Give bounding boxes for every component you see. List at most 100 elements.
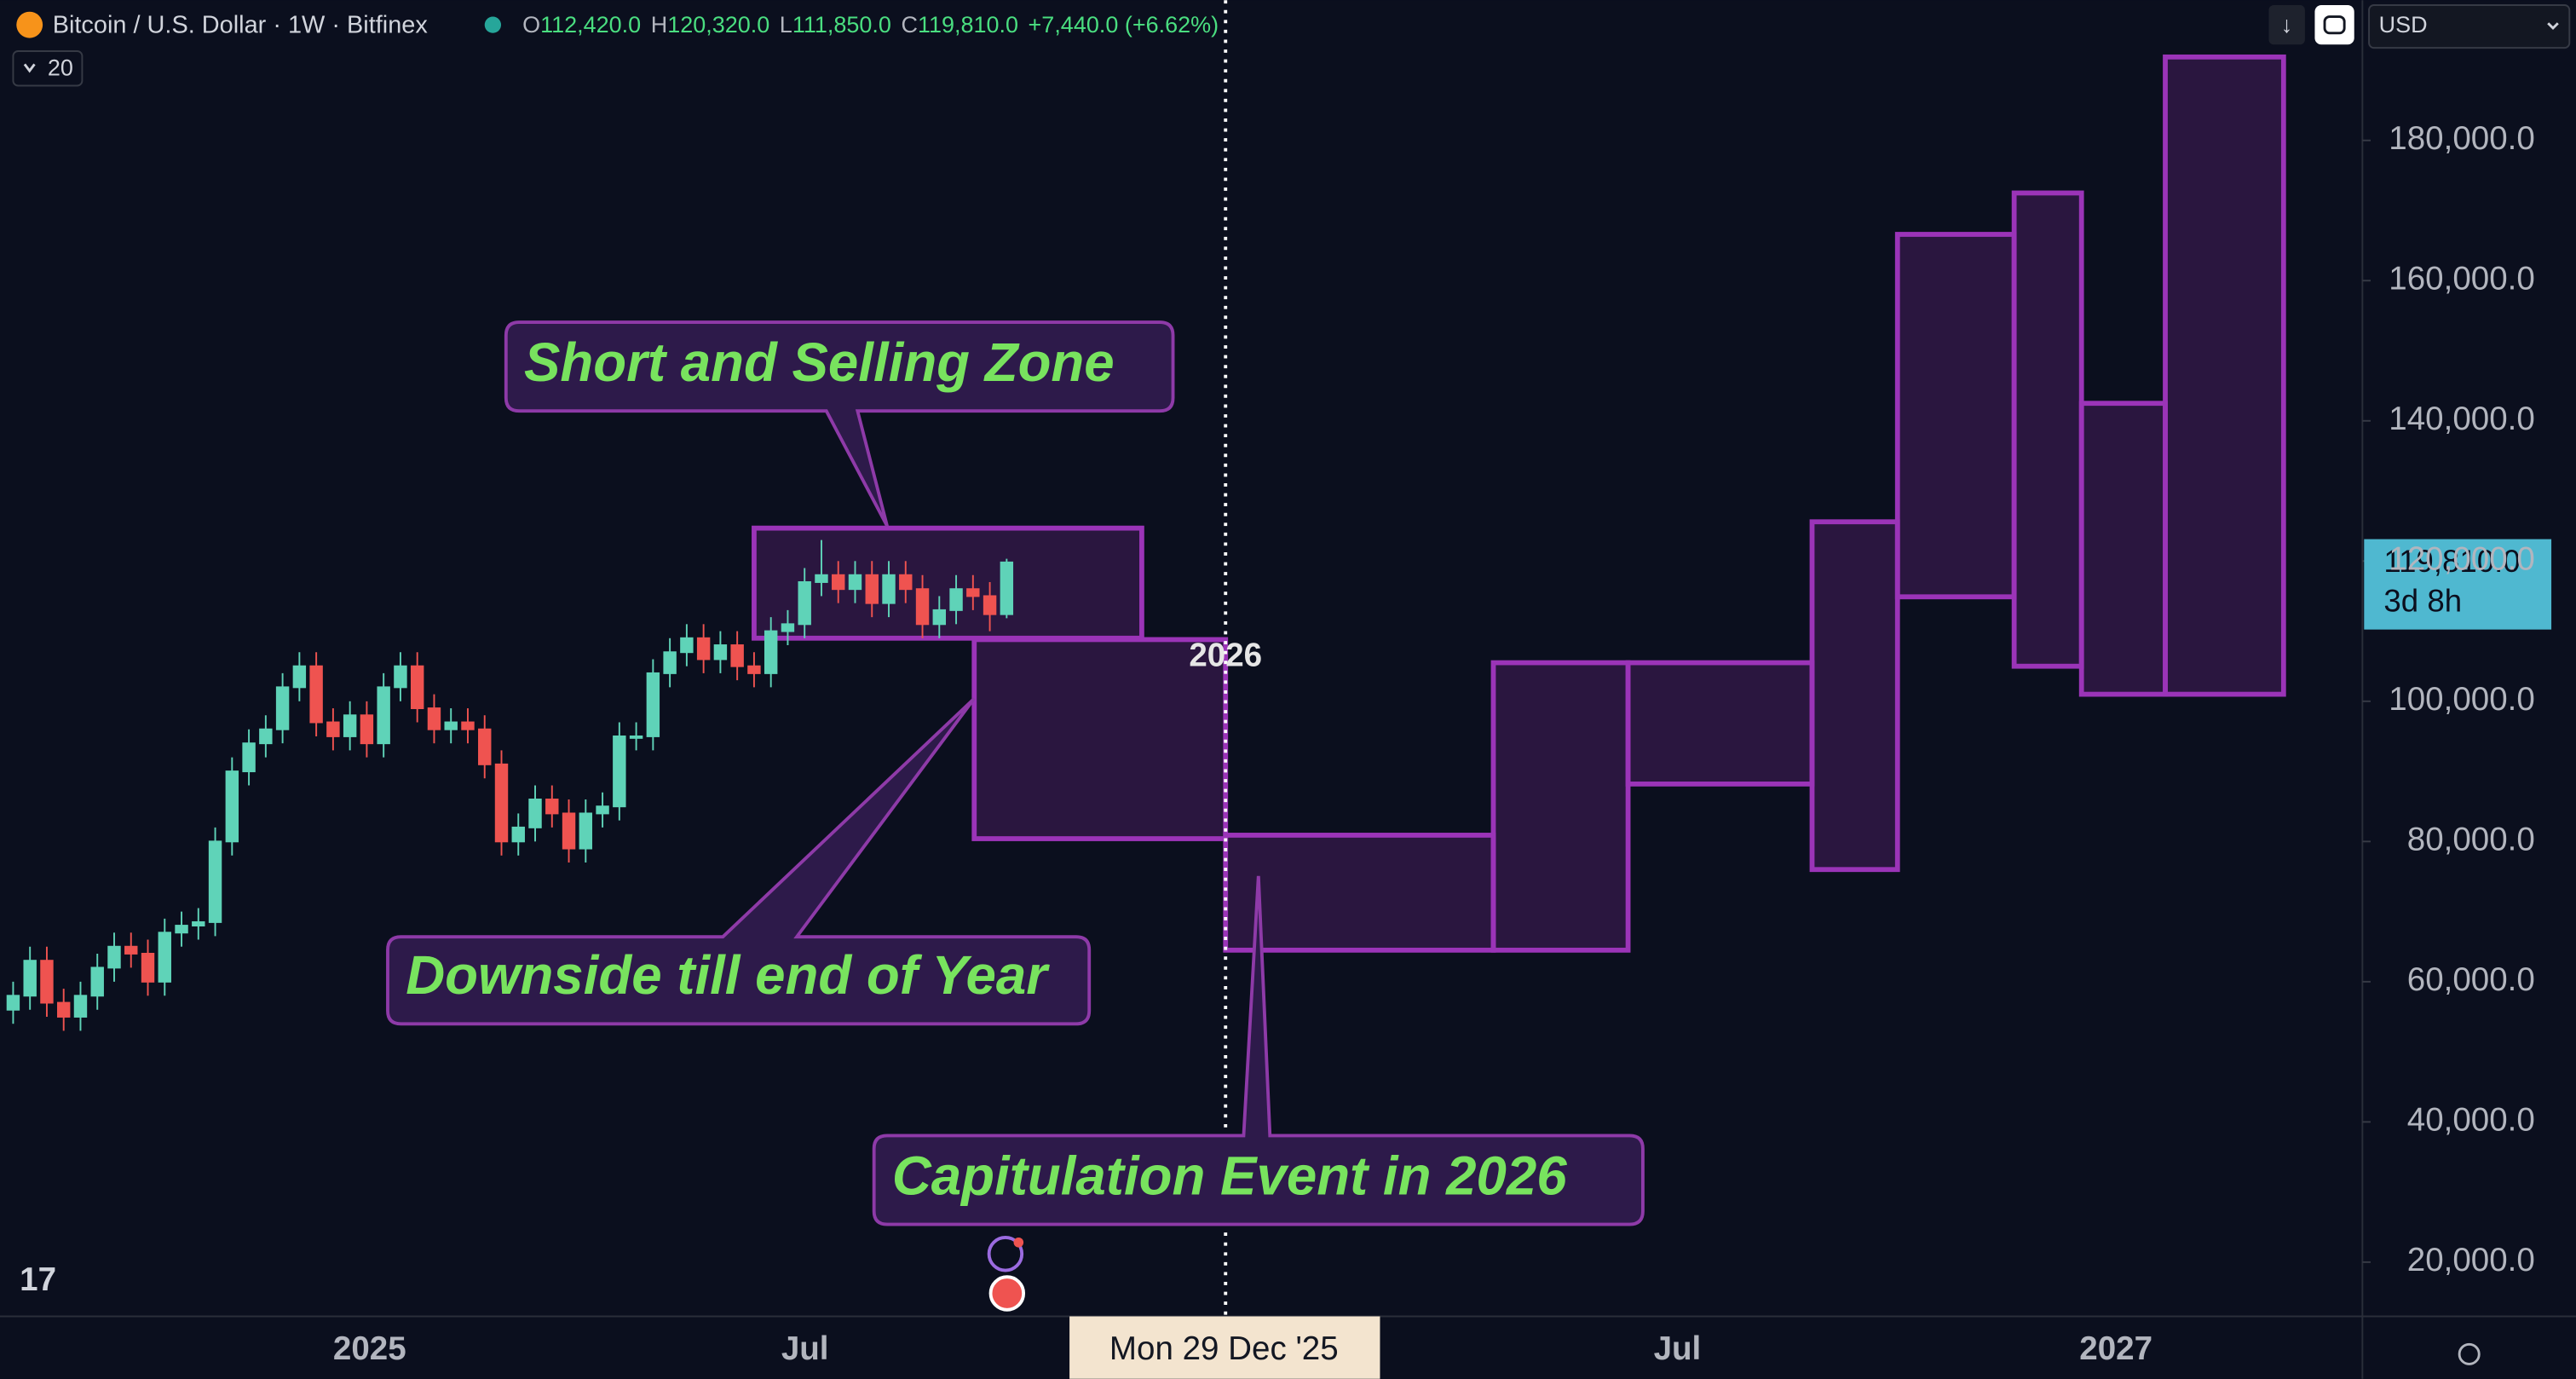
zone-box: [971, 637, 1229, 841]
candle-body: [747, 665, 761, 674]
candle-body: [832, 574, 845, 591]
zone-box: [1809, 519, 1900, 873]
candle-body: [175, 925, 188, 934]
candle-body: [1000, 561, 1014, 615]
candle-body: [579, 812, 593, 850]
candle-body: [865, 574, 879, 604]
settings-icon[interactable]: [2458, 1342, 2481, 1365]
candle-body: [259, 728, 273, 745]
zone-box: [2078, 401, 2168, 697]
candle-body: [23, 960, 37, 997]
close: 119,810.0: [918, 12, 1018, 38]
chevron: [2547, 22, 2559, 31]
toggle-button[interactable]: [2314, 5, 2354, 45]
candle-body: [6, 995, 20, 1011]
candle-body: [158, 932, 171, 983]
candle-body: [141, 952, 155, 983]
indicator-toggle[interactable]: [12, 50, 84, 87]
event-dot: [1013, 1237, 1024, 1248]
candle-body: [932, 609, 947, 626]
y-tick-label: 180,000.0: [2389, 120, 2535, 157]
candle-body: [427, 707, 441, 730]
candle-body: [444, 721, 458, 730]
candle-body: [798, 581, 811, 626]
indicator-count: 20: [48, 55, 73, 80]
high: 120,320.0: [667, 12, 769, 38]
candle-body: [56, 1001, 71, 1018]
candle-body: [478, 728, 492, 765]
candle-body: [394, 665, 407, 689]
candle-body: [764, 630, 778, 674]
candle-body: [696, 637, 711, 661]
download-icon: ↓: [2281, 12, 2293, 38]
symbol: Bitcoin / U.S. Dollar · 1W · Bitfinex: [53, 12, 429, 39]
candle-body: [124, 945, 138, 955]
candle-body: [545, 799, 559, 815]
candle-body: [915, 588, 930, 626]
candle-body: [966, 588, 980, 597]
y-tick-label: 100,000.0: [2389, 681, 2535, 718]
candle-body: [646, 672, 660, 737]
candle-body: [242, 742, 256, 773]
zone-box: [1625, 660, 1815, 787]
l-label: L: [780, 12, 792, 38]
candle-body: [107, 945, 121, 969]
candle-body: [377, 686, 390, 745]
candle-body: [343, 714, 357, 737]
zone-box: [2163, 54, 2286, 697]
toggle-icon: [2323, 15, 2346, 35]
candle-body: [309, 665, 323, 724]
currency-select[interactable]: [2368, 4, 2571, 49]
candle-body: [899, 574, 913, 591]
download-button[interactable]: [2268, 5, 2305, 45]
candle-body: [848, 574, 862, 591]
open: 112,420.0: [540, 12, 641, 38]
x-tick-label: 2027: [2079, 1330, 2152, 1367]
candle-body: [613, 735, 626, 808]
zone-box: [1894, 232, 2017, 600]
coin-icon: [16, 11, 43, 38]
candle-body: [326, 721, 340, 737]
chevron: [23, 63, 36, 73]
candle-body: [815, 574, 828, 583]
boxes: [752, 54, 2286, 953]
x-tick-label: Jul: [781, 1330, 829, 1367]
y-tick-label: 160,000.0: [2389, 260, 2535, 297]
candle-body: [275, 686, 290, 730]
event-icon[interactable]: [987, 1236, 1024, 1272]
y-tick-label: 60,000.0: [2407, 961, 2535, 998]
zone-box: [1223, 833, 1496, 953]
candle-body: [596, 805, 609, 815]
annotation: Downside till end of Year: [406, 945, 1050, 1006]
candle-body: [730, 644, 744, 667]
candle-body: [528, 799, 542, 828]
o-label: O: [522, 12, 540, 38]
flag-icon[interactable]: [988, 1275, 1026, 1312]
price-tag-value: 119,810.0: [2383, 544, 2520, 579]
h-label: H: [651, 12, 668, 38]
candle-body: [494, 763, 509, 843]
annotation: Short and Selling Zone: [524, 332, 1115, 393]
y-tick-label: 20,000.0: [2407, 1242, 2535, 1278]
x-tick-label: Jul: [1654, 1330, 1702, 1367]
candle-body: [882, 574, 896, 604]
low: 111,850.0: [792, 12, 891, 38]
change: +7,440.0 (+6.62%): [1029, 12, 1219, 38]
ohlc: O112,420.0 H120,320.0 L111,850.0 C119,810.0…: [522, 12, 1219, 38]
candle-body: [73, 995, 88, 1018]
candle-body: [983, 595, 997, 615]
candle-body: [949, 588, 963, 611]
x-tick-label: 2025: [333, 1330, 406, 1367]
zone-box: [1490, 660, 1631, 953]
y-tick-label: 120,000.0: [2389, 540, 2535, 577]
c-label: C: [901, 12, 917, 38]
callout-box: [504, 320, 1175, 528]
candle-body: [629, 735, 643, 739]
candle-body: [40, 960, 54, 1004]
candle-body: [713, 644, 728, 661]
candle-body: [663, 651, 677, 674]
callout-box: [386, 697, 1092, 1026]
logo[interactable]: 17: [20, 1261, 56, 1298]
candle-body: [680, 637, 694, 654]
